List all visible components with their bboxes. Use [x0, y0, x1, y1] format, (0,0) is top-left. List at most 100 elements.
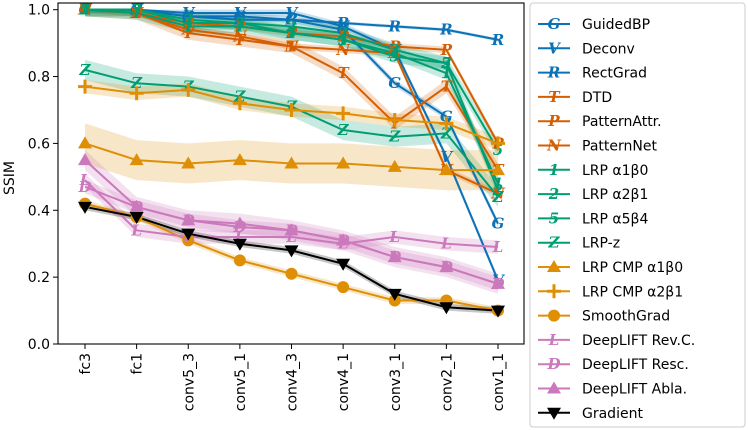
point-lrp-2-1: 2: [130, 1, 141, 19]
svg-text:L: L: [440, 235, 452, 253]
point-dtd: T: [234, 31, 247, 49]
point-lrp-2-1: 2: [440, 54, 451, 72]
point-patternattr: P: [440, 41, 453, 59]
y-tick-label: 0.6: [28, 136, 50, 152]
point-patternattr: P: [78, 1, 91, 19]
point-lrp-1-0: 1: [131, 4, 141, 22]
point-deeplift-abla: [78, 153, 92, 166]
legend-item-gradient: Gradient: [538, 406, 643, 422]
point-lrp-1-0: 1: [80, 1, 90, 19]
svg-text:Z: Z: [337, 121, 350, 139]
svg-text:Z: Z: [79, 61, 92, 79]
point-guidedbp: G: [130, 1, 143, 19]
legend-item-lrp-cmp-1-0: LRP CMP α1β0: [538, 260, 683, 276]
point-lrp-cmp-2-1: [387, 113, 402, 128]
line-lrp-2-1: [85, 8, 499, 191]
point-lrp-2-1: 2: [182, 11, 193, 29]
point-lrp-cmp-1-0: [336, 156, 351, 169]
legend-label: DeepLIFT Resc.: [582, 357, 689, 373]
svg-text:G: G: [285, 11, 298, 29]
svg-text:N: N: [335, 41, 351, 59]
svg-text:L: L: [79, 171, 91, 189]
legend-marker: Z: [548, 234, 561, 252]
y-tick-label: 0.8: [28, 70, 50, 86]
y-tick-label: 0.4: [28, 203, 50, 219]
point-lrp-z: Z: [79, 61, 92, 79]
svg-text:T: T: [548, 88, 561, 106]
point-gradient: [439, 302, 454, 315]
line-deconv: [85, 8, 499, 281]
point-rectgrad: R: [439, 21, 452, 39]
point-deeplift-rev-c: L: [440, 235, 452, 253]
svg-text:G: G: [79, 1, 92, 19]
point-gradient: [491, 305, 505, 318]
point-lrp-1-0: 1: [338, 31, 348, 49]
svg-text:P: P: [78, 1, 91, 19]
svg-text:2: 2: [182, 11, 193, 29]
legend-marker: P: [547, 112, 560, 130]
point-deeplift-abla: [284, 223, 299, 236]
x-axis: fc3 fc1 conv5_3 conv5_1 conv4_3 conv4_1 conv3_…: [78, 344, 507, 411]
point-gradient: [336, 258, 351, 271]
svg-text:L: L: [548, 331, 560, 349]
y-axis-label: SSIM: [2, 161, 18, 195]
point-lrp-2-1: 2: [285, 17, 296, 35]
point-rectgrad: R: [284, 11, 297, 29]
legend-item-patternattr: P PatternAttr.: [538, 112, 662, 130]
svg-text:N: N: [546, 137, 562, 155]
band-lrp-5-4: [85, 9, 498, 157]
legend-item-patternnet: N PatternNet: [538, 137, 657, 155]
svg-text:2: 2: [285, 17, 296, 35]
point-rectgrad: R: [78, 1, 91, 19]
svg-text:T: T: [338, 64, 351, 82]
point-deeplift-rev-c: L: [388, 228, 400, 246]
point-rectgrad: R: [181, 7, 194, 25]
svg-text:R: R: [491, 31, 504, 49]
point-deeplift-abla: [387, 250, 402, 263]
point-lrp-cmp-2-1: [439, 116, 454, 131]
point-gradient: [129, 211, 144, 224]
svg-text:R: R: [547, 64, 560, 82]
legend-item-deeplift-abla: DeepLIFT Abla.: [538, 381, 687, 398]
point-deeplift-abla: [129, 199, 144, 212]
legend-marker: [547, 381, 561, 394]
svg-text:R: R: [129, 1, 142, 19]
point-lrp-cmp-1-0: [387, 159, 402, 172]
legend-item-dtd: T DTD: [538, 88, 612, 106]
svg-text:D: D: [77, 178, 91, 196]
point-lrp-1-0: 1: [441, 64, 451, 82]
svg-text:N: N: [77, 1, 93, 19]
point-dtd: T: [338, 64, 351, 82]
svg-text:D: D: [546, 355, 560, 373]
x-tick-label: conv2_1: [439, 353, 455, 411]
point-lrp-5-4: 5: [183, 14, 193, 32]
svg-text:N: N: [387, 44, 403, 62]
legend-item-deeplift-rev-c: L DeepLIFT Rev.C.: [538, 331, 695, 349]
point-patternattr: P: [336, 27, 349, 45]
point-lrp-2-1: 2: [337, 24, 348, 42]
svg-text:G: G: [492, 215, 505, 233]
x-tick-label: fc1: [130, 353, 146, 375]
svg-text:Z: Z: [388, 128, 401, 146]
point-deconv: V: [441, 148, 454, 166]
legend-label: LRP-z: [582, 236, 620, 252]
line-deeplift-rev-c: [84, 179, 499, 249]
y-tick-label: 1.0: [28, 3, 50, 19]
svg-text:1: 1: [183, 17, 193, 35]
point-lrp-2-1: 2: [79, 1, 90, 19]
point-deeplift-abla: [491, 276, 505, 289]
svg-text:1: 1: [390, 44, 400, 62]
svg-text:1: 1: [286, 24, 296, 42]
svg-text:T: T: [183, 24, 196, 42]
svg-text:T: T: [79, 1, 92, 19]
point-lrp-5-4: 5: [390, 47, 400, 65]
legend-marker: 2: [548, 185, 559, 203]
svg-text:P: P: [130, 4, 143, 22]
point-deeplift-rev-c: L: [234, 228, 246, 246]
point-gradient: [232, 238, 247, 251]
point-lrp-1-0: 1: [235, 17, 245, 35]
svg-text:P: P: [547, 112, 560, 130]
svg-text:T: T: [441, 78, 454, 96]
point-dtd: T: [441, 78, 454, 96]
